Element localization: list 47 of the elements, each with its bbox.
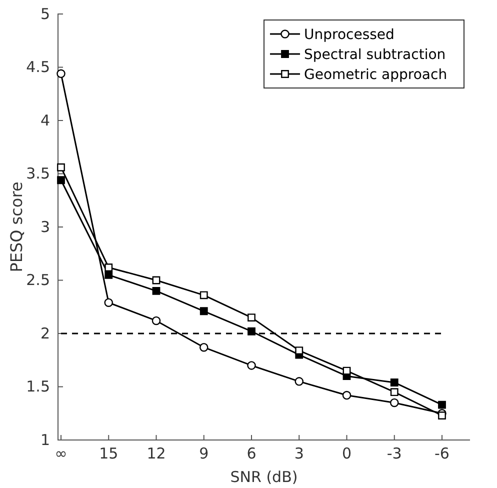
y-tick-label: 2.5: [26, 271, 50, 290]
point: [152, 316, 161, 326]
point: [295, 346, 304, 354]
x-tick-label: -3: [386, 444, 402, 463]
x-axis-title: SNR (dB): [230, 468, 298, 486]
legend-label: Geometric approach: [304, 67, 448, 83]
point: [57, 163, 65, 172]
point: [390, 378, 398, 386]
point: [248, 327, 256, 336]
y-tick-label: 1: [40, 430, 50, 449]
point: [248, 314, 256, 322]
y-tick-label: 3.5: [26, 164, 50, 183]
point: [438, 400, 446, 409]
y-tick-label: 3: [40, 218, 50, 236]
y-tick-label: 4.5: [26, 58, 50, 76]
x-tick-label: 15: [99, 444, 118, 463]
y-tick-label: 2: [40, 324, 50, 342]
point: [104, 270, 113, 279]
point: [294, 377, 304, 386]
point: [438, 412, 446, 420]
x-tick-label: 6: [246, 444, 256, 463]
y-tick-label: 5: [40, 4, 50, 23]
point: [57, 176, 65, 184]
point: [247, 361, 256, 370]
legend-label: Spectral subtraction: [304, 47, 446, 63]
x-tick-label: 9: [199, 444, 209, 463]
point: [342, 390, 352, 400]
x-tick-label: -6: [434, 444, 450, 463]
legend-label: Unprocessed: [304, 27, 394, 43]
y-tick-label: 1.5: [26, 378, 50, 396]
point: [104, 298, 114, 307]
point: [390, 398, 399, 408]
y-tick-label: 4: [40, 111, 50, 130]
x-tick-label: 12: [146, 444, 166, 463]
y-axis-title: PESQ score: [7, 182, 26, 272]
point: [390, 388, 398, 396]
x-tick-label: 0: [342, 444, 352, 463]
point: [342, 366, 351, 375]
point: [56, 69, 66, 78]
point: [104, 264, 113, 272]
point: [200, 307, 208, 316]
point: [199, 342, 208, 352]
point: [152, 286, 160, 295]
x-tick-label: ∞: [54, 444, 68, 463]
point: [200, 291, 208, 300]
point: [152, 276, 160, 284]
x-tick-label: 3: [294, 444, 304, 463]
